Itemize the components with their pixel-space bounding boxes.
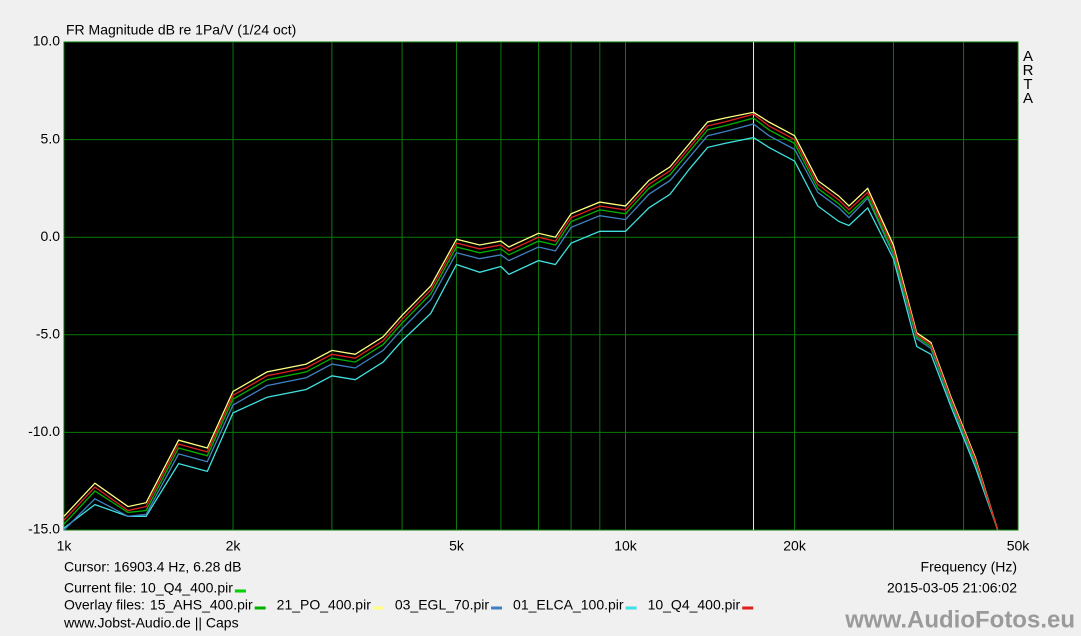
- legend-label: 15_AHS_400.pir: [150, 597, 253, 613]
- overlay-label: Overlay files:: [64, 597, 145, 613]
- x-tick-label: 10k: [614, 538, 638, 554]
- series-line: [63, 117, 999, 531]
- x-tick-label: 2k: [226, 538, 242, 554]
- x-axis-label: Frequency (Hz): [921, 559, 1017, 575]
- plot-area: [64, 42, 1018, 530]
- y-tick-label: 0.0: [41, 228, 61, 244]
- y-tick-label: -15.0: [28, 521, 60, 537]
- watermark: www.AudioFotos.eu: [844, 606, 1075, 633]
- y-tick-label: -10.0: [28, 423, 60, 439]
- y-tick-label: -5.0: [36, 326, 60, 342]
- y-tick-label: 10.0: [33, 33, 60, 49]
- x-tick-label: 5k: [449, 538, 465, 554]
- x-tick-label: 50k: [1007, 538, 1031, 554]
- footer: www.Jobst-Audio.de || Caps: [63, 615, 239, 631]
- series-line: [63, 111, 999, 531]
- x-tick-label: 1k: [57, 538, 73, 554]
- cursor-readout: Cursor: 16903.4 Hz, 6.28 dB: [64, 559, 241, 575]
- legend-label: 10_Q4_400.pir: [648, 597, 741, 613]
- x-tick-label: 20k: [783, 538, 807, 554]
- y-tick-label: 5.0: [41, 130, 61, 146]
- plot-frame: [63, 41, 1019, 531]
- legend-label: 21_PO_400.pir: [277, 597, 372, 613]
- legend-label: 03_EGL_70.pir: [395, 597, 490, 613]
- timestamp: 2015-03-05 21:06:02: [887, 580, 1017, 596]
- legend-label: 01_ELCA_100.pir: [513, 597, 624, 613]
- series-line: [63, 113, 999, 531]
- side-label: ARTA: [1020, 48, 1037, 104]
- chart-title: FR Magnitude dB re 1Pa/V (1/24 oct): [66, 22, 296, 38]
- series-line: [63, 123, 999, 531]
- current-file-label: Current file: 10_Q4_400.pir: [64, 580, 233, 596]
- series-line: [63, 136, 999, 531]
